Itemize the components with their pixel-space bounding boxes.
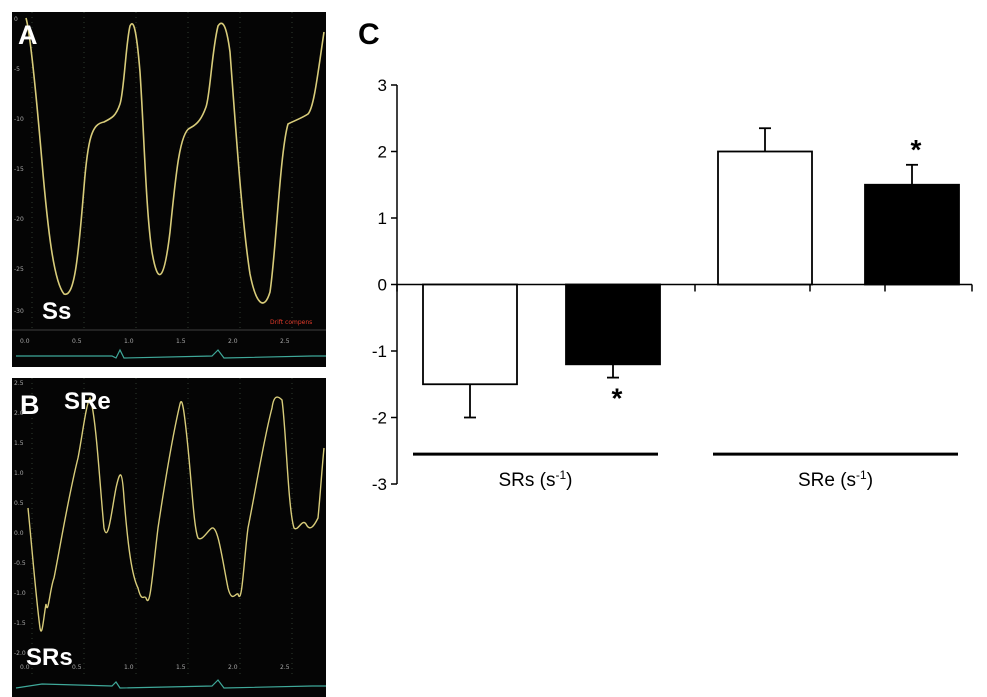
panel-b-letter: B (20, 390, 40, 420)
panel-a-y-tick: -20 (14, 216, 24, 223)
panel-a-strain-trace (25, 17, 325, 304)
panel-a-y-tick: -15 (14, 166, 24, 173)
panel-b-y-tick: -1.0 (14, 590, 26, 597)
panel-a-trace-label: Ss (42, 298, 72, 325)
panel-a-x-tick: 0.5 (72, 338, 82, 345)
panel-a-trace-svg (12, 12, 326, 359)
panel-a-echo-image: A Ss Drift compens 0.0 0.5 1.0 1.5 2.0 2… (12, 12, 326, 367)
panel-a-y-tick: -30 (14, 308, 24, 315)
bar-black (864, 183, 960, 286)
panel-b-x-tick: 2.0 (228, 664, 238, 671)
panel-c-bar-chart: 3 2 1 0 -1 -2 -3 * * SRs (s-1) SRe (s-1) (372, 76, 973, 494)
panel-b-x-tick: 0.5 (72, 664, 82, 671)
panel-b-x-tick: 1.0 (124, 664, 134, 671)
panel-b-trace-label-bottom: SRs (26, 644, 73, 671)
significance-marker: * (612, 383, 623, 414)
panel-a-x-tick: 1.0 (124, 338, 134, 345)
panel-a-y-tick: 0 (14, 16, 18, 23)
panel-a-x-tick: 2.5 (280, 338, 290, 345)
panel-a-y-tick: -10 (14, 116, 24, 123)
panel-a-x-tick: 1.5 (176, 338, 186, 345)
panel-b-grid (31, 378, 293, 678)
y-tick-label: 0 (378, 276, 387, 295)
panel-a-y-tick: -5 (14, 66, 20, 73)
panel-b-y-tick: 0.5 (14, 500, 24, 507)
panel-b-y-tick: 2.0 (14, 410, 24, 417)
panel-b-trace-label-top: SRe (64, 388, 111, 415)
y-tick-label: -2 (372, 409, 387, 428)
panel-b-y-tick: 1.5 (14, 440, 24, 447)
bar-white (422, 283, 518, 386)
panel-b-echo-image: B SRe SRs 0.0 0.5 1.0 1.5 2.0 2.5 2.5 2.… (12, 378, 326, 697)
panel-b-y-tick: 1.0 (14, 470, 24, 477)
panel-b-x-tick: 2.5 (280, 664, 290, 671)
panel-c-letter: C (358, 18, 380, 51)
panel-b-ecg-trace (15, 679, 326, 689)
panel-a-letter: A (18, 20, 38, 50)
panel-a-drift-text: Drift compens (270, 319, 313, 326)
y-tick-label: -1 (372, 342, 387, 361)
panel-b-y-tick: 0.0 (14, 530, 24, 537)
panel-b-y-tick: 2.5 (14, 380, 24, 387)
panel-b-y-tick: -2.0 (14, 650, 26, 657)
panel-b-trace-svg (15, 378, 326, 689)
panel-a-x-tick: 2.0 (228, 338, 238, 345)
panel-b-x-tick: 1.5 (176, 664, 186, 671)
bar-black (565, 283, 661, 366)
y-tick-label: 3 (378, 76, 387, 95)
panel-a-x-tick: 0.0 (20, 338, 30, 345)
y-tick-label: 1 (378, 209, 387, 228)
panel-a-y-tick: -25 (14, 266, 24, 273)
panel-b-x-tick: 0.0 (20, 664, 30, 671)
group-label: SRe (s-1) (798, 468, 873, 491)
panel-a-ecg-trace (16, 348, 326, 359)
y-tick-label: 2 (378, 143, 387, 162)
panel-b-y-tick: -0.5 (14, 560, 26, 567)
panel-b-y-tick: -1.5 (14, 620, 26, 627)
significance-marker: * (911, 134, 922, 165)
bar-white (717, 150, 813, 286)
group-label: SRs (s-1) (499, 468, 573, 491)
y-tick-label: -3 (372, 475, 387, 494)
panel-b-strain-rate-trace (27, 396, 325, 632)
